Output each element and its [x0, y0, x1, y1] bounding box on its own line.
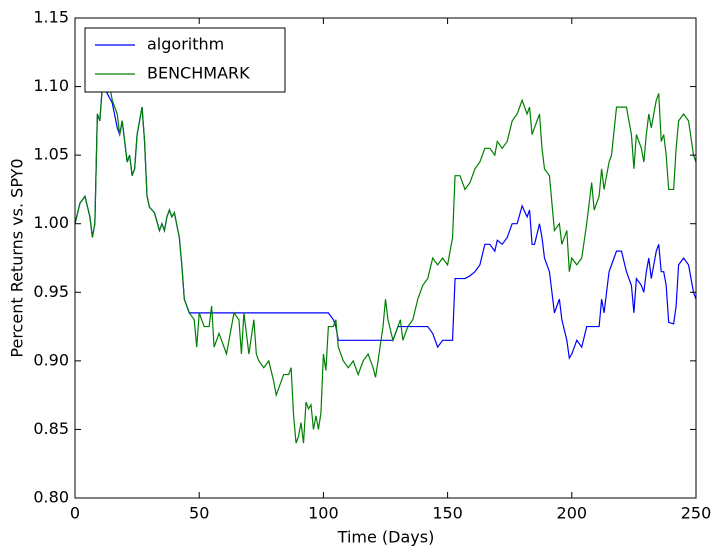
plot-frame: [74, 17, 697, 499]
y-tick-label: 1.00: [33, 213, 69, 232]
legend-label: BENCHMARK: [147, 64, 250, 83]
legend-box: [84, 27, 286, 93]
x-tick-label: 0: [70, 504, 80, 523]
y-tick-label: 0.85: [33, 419, 69, 438]
x-tick-label: 50: [189, 504, 209, 523]
y-tick-label: 0.95: [33, 282, 69, 301]
y-tick-label: 1.15: [33, 8, 69, 27]
y-tick-label: 0.80: [33, 488, 69, 507]
series-line: [74, 84, 697, 360]
x-axis-label: Time (Days): [337, 528, 435, 547]
x-tick-label: 100: [308, 504, 339, 523]
legend-label: algorithm: [147, 35, 224, 54]
series-line: [74, 70, 697, 444]
x-tick-label: 150: [432, 504, 463, 523]
y-tick-label: 1.05: [33, 145, 69, 164]
x-tick-label: 250: [681, 504, 712, 523]
y-tick-label: 1.10: [33, 76, 69, 95]
x-tick-label: 200: [557, 504, 588, 523]
y-axis-label: Percent Returns vs. SPY0: [8, 158, 27, 357]
y-tick-label: 0.90: [33, 350, 69, 369]
